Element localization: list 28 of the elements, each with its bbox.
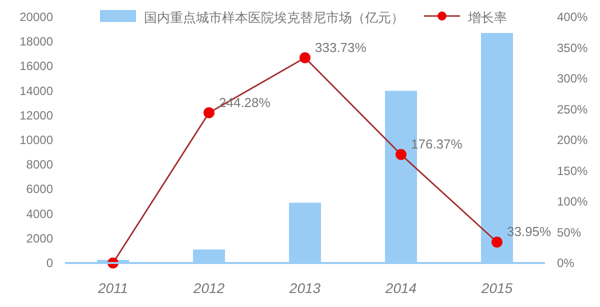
y-tick-label: 10000 (20, 133, 54, 147)
y2-tick-label: 350% (557, 40, 588, 55)
y2-tick-label: 0% (557, 256, 575, 270)
x-tick-label: 2013 (288, 280, 321, 296)
x-tick-label: 2014 (384, 280, 417, 296)
y-tick-label: 8000 (26, 158, 54, 172)
y2-tick-label: 400% (557, 10, 588, 24)
y-tick-label: 4000 (26, 206, 54, 221)
y2-tick-label: 150% (557, 164, 588, 178)
y-tick-label: 16000 (20, 59, 54, 74)
x-tick-label: 2011 (96, 280, 128, 296)
y-tick-label: 20000 (20, 10, 54, 24)
y2-tick-label: 50% (557, 225, 582, 240)
x-tick-label: 2015 (480, 280, 513, 296)
y2-tick-label: 200% (557, 133, 588, 147)
y-tick-label: 2000 (26, 231, 54, 246)
legend-label: 增长率 (467, 10, 507, 25)
x-tick-label: 2012 (192, 280, 225, 296)
y-tick-label: 0 (46, 256, 54, 270)
y2-tick-label: 300% (557, 72, 588, 86)
legend-label: 国内重点城市样本医院埃克替尼市场（亿元） (144, 10, 404, 25)
y2-tick-label: 250% (557, 102, 588, 116)
y-tick-label: 18000 (20, 34, 54, 49)
y-tick-label: 6000 (26, 182, 54, 196)
y-tick-label: 12000 (20, 108, 54, 122)
y2-tick-label: 100% (557, 194, 588, 208)
y-tick-label: 14000 (20, 84, 54, 98)
data-label: 333.73% (315, 40, 367, 55)
